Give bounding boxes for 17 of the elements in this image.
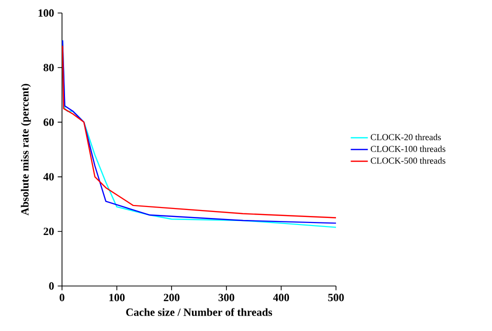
y-tick-label: 20 bbox=[44, 228, 54, 236]
x-tick-label: 500 bbox=[328, 294, 344, 302]
y-tick-label: 60 bbox=[44, 118, 54, 126]
legend-label: CLOCK-100 threads bbox=[370, 146, 446, 152]
y-tick-label: 40 bbox=[43, 173, 54, 181]
legend-label: CLOCK-20 threads bbox=[370, 134, 441, 140]
x-tick-label: 100 bbox=[109, 294, 125, 302]
y-tick-label: 100 bbox=[38, 9, 54, 17]
y-tick-label: 80 bbox=[44, 64, 54, 72]
legend-label: CLOCK-500 threads bbox=[370, 157, 446, 164]
x-tick-label: 400 bbox=[273, 294, 290, 302]
x-tick-label: 300 bbox=[218, 294, 234, 302]
x-axis-title: Cache size / Number of threads bbox=[126, 308, 272, 316]
x-tick-label: 0 bbox=[60, 294, 64, 302]
y-tick-label: 0 bbox=[49, 282, 54, 290]
y-axis-title: Absolute miss rate (percent) bbox=[20, 84, 31, 216]
x-tick-label: 200 bbox=[164, 294, 180, 302]
